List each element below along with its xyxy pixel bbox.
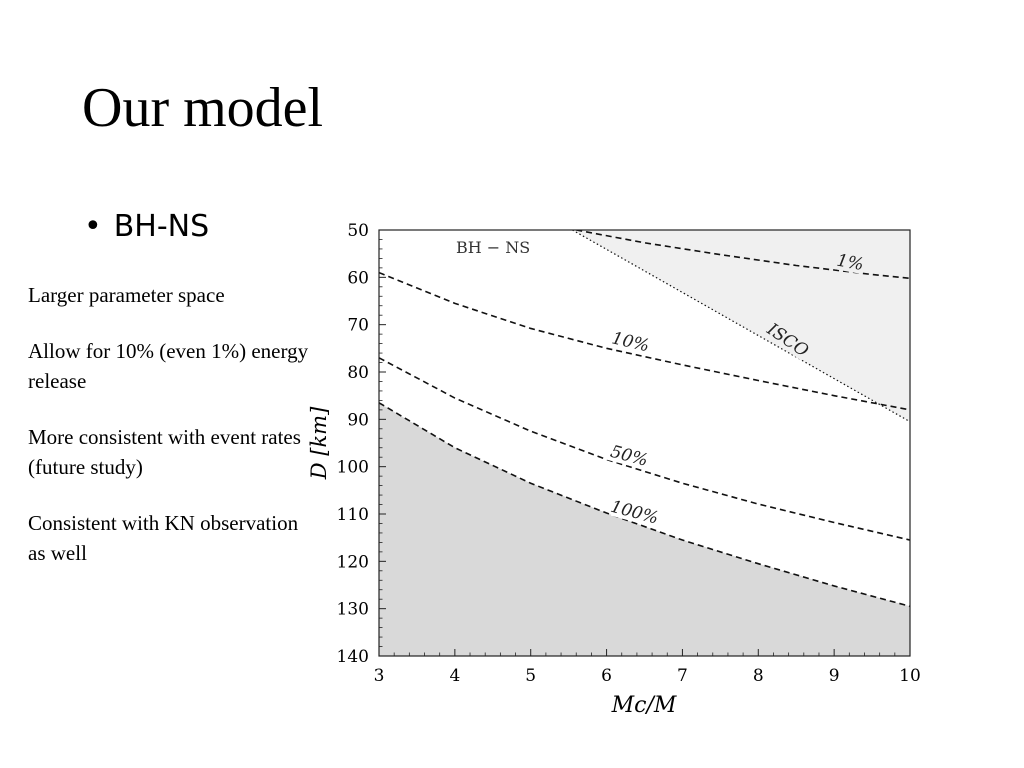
note-2: Allow for 10% (even 1%) energy release — [28, 339, 309, 393]
series-layer — [379, 230, 910, 608]
x-tick-label: 6 — [601, 666, 612, 686]
x-tick-label: 4 — [449, 666, 460, 686]
y-tick-label: 80 — [347, 363, 369, 383]
series-10pct — [379, 271, 910, 411]
slide-title: Our model — [82, 77, 324, 139]
chart: 3 4 5 6 7 8 9 10 50 60 70 80 90 100 110 120 130 140 1% 10%… — [307, 221, 921, 718]
x-tick-label: 5 — [525, 666, 536, 686]
y-tick-label: 70 — [347, 316, 369, 336]
series-isco — [572, 230, 910, 423]
x-tick-label: 8 — [753, 666, 764, 686]
y-tick-label: 120 — [337, 552, 369, 572]
bullet-text: BH-NS — [113, 209, 210, 244]
annotation-1pct: 1% — [835, 251, 865, 275]
y-axis-label: D [km] — [307, 406, 331, 480]
chart-title: BH − NS — [456, 238, 530, 257]
annotation-10pct: 10% — [610, 328, 651, 356]
axis-ticks: 3 4 5 6 7 8 9 10 50 60 70 80 90 100 110 120 130 140 — [337, 221, 921, 686]
bullet-item: • BH-NS — [84, 212, 209, 242]
annotation-50pct: 50% — [608, 442, 650, 471]
annotation-bg — [610, 498, 658, 528]
x-axis-label: Mc/M — [611, 693, 677, 718]
y-tick-label: 50 — [347, 221, 369, 241]
x-tick-label: 3 — [374, 666, 385, 686]
note-1: Larger parameter space — [28, 283, 225, 307]
shaded-regions — [379, 230, 910, 656]
x-tick-label: 7 — [677, 666, 688, 686]
series-100pct — [379, 402, 910, 608]
region-above-isco — [572, 230, 910, 422]
annotation-bg — [764, 320, 811, 361]
y-tick-label: 100 — [337, 458, 369, 478]
y-tick-label: 60 — [347, 268, 369, 288]
y-tick-label: 130 — [337, 600, 369, 620]
annotation-bg — [606, 328, 654, 357]
x-tick-label: 10 — [899, 666, 921, 686]
x-tick-label: 9 — [829, 666, 840, 686]
note-3: More consistent with event rates (future… — [28, 425, 301, 479]
annotation-bg — [605, 441, 653, 471]
note-4: Consistent with KN observation as well — [28, 511, 299, 565]
series-1pct — [576, 230, 910, 280]
notes: Larger parameter space Allow for 10% (ev… — [28, 280, 318, 594]
plot-frame — [378, 229, 911, 657]
y-tick-label: 140 — [337, 647, 369, 667]
bullet-dot-icon: • — [84, 209, 102, 244]
series-50pct — [379, 357, 910, 541]
annotation-bg — [834, 251, 866, 275]
y-tick-label: 110 — [337, 505, 369, 525]
y-tick-label: 90 — [347, 410, 369, 430]
region-below-100 — [379, 402, 910, 656]
